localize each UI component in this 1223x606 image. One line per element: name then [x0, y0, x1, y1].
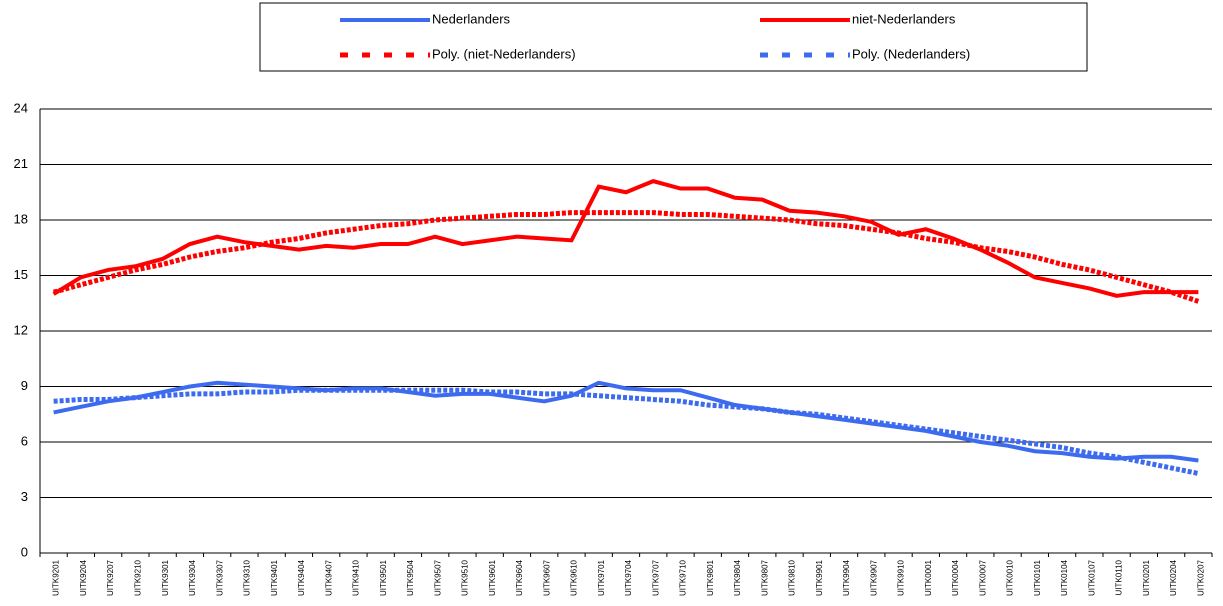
x-tick-label: UITK9407 [324, 559, 333, 596]
x-tick-label: UITK0001 [924, 559, 933, 596]
x-tick-label: UITK9901 [815, 559, 824, 596]
x-tick-label: UITK9501 [379, 559, 388, 596]
x-tick-label: UITK9910 [897, 559, 906, 596]
y-tick-label: 9 [21, 378, 28, 393]
y-tick-label: 3 [21, 489, 28, 504]
x-tick-label: UITK9801 [706, 559, 715, 596]
x-tick-label: UITK0010 [1006, 559, 1015, 596]
x-tick-label: UITK0107 [1087, 559, 1096, 596]
data-line [52, 179, 1199, 298]
x-tick-label: UITK9907 [869, 559, 878, 596]
x-tick-label: UITK9704 [624, 559, 633, 596]
y-tick-label: 0 [21, 544, 28, 559]
x-tick-label: UITK0207 [1196, 559, 1205, 596]
x-tick-label: UITK0004 [951, 559, 960, 596]
legend-label: Poly. (niet-Nederlanders) [432, 46, 576, 61]
x-tick-label: UITK9904 [842, 559, 851, 596]
x-tick-label: UITK9410 [352, 559, 361, 596]
x-tick-label: UITK0110 [1115, 559, 1124, 595]
x-tick-label: UITK9807 [760, 559, 769, 596]
y-tick-label: 21 [14, 156, 28, 171]
x-tick-label: UITK9404 [297, 559, 306, 596]
x-tick-label: UITK9610 [570, 559, 579, 596]
x-tick-label: UITK9810 [788, 559, 797, 596]
x-tick-label: UITK9707 [651, 559, 660, 596]
legend-label: Nederlanders [432, 11, 511, 26]
x-tick-label: UITK0007 [978, 559, 987, 596]
x-tick-label: UITK9310 [243, 559, 252, 596]
trend-line [53, 387, 1199, 476]
y-tick-label: 6 [21, 433, 28, 448]
y-tick-label: 15 [14, 267, 28, 282]
x-tick-label: UITK9210 [134, 559, 143, 596]
data-line [53, 380, 1199, 463]
x-tick-label: UITK9710 [679, 559, 688, 596]
y-tick-label: 12 [14, 322, 28, 337]
x-tick-label: UITK9201 [52, 559, 61, 596]
x-tick-label: UITK9304 [188, 559, 197, 596]
x-tick-label: UITK9204 [79, 559, 88, 596]
x-tick-label: UITK9401 [270, 559, 279, 596]
x-tick-label: UITK9301 [161, 559, 170, 596]
x-tick-label: UITK9601 [488, 559, 497, 596]
x-tick-label: UITK9507 [433, 559, 442, 596]
legend-box [259, 2, 1088, 72]
legend-label: niet-Nederlanders [852, 11, 956, 26]
x-tick-label: UITK9504 [406, 559, 415, 596]
x-tick-label: UITK9207 [106, 559, 115, 596]
x-tick-label: UITK0201 [1142, 559, 1151, 596]
y-tick-label: 24 [14, 100, 28, 115]
x-tick-label: UITK9510 [461, 559, 470, 596]
x-tick-label: UITK0204 [1169, 559, 1178, 596]
x-tick-label: UITK9604 [515, 559, 524, 596]
x-tick-label: UITK9701 [597, 559, 606, 596]
x-tick-label: UITK0101 [1033, 559, 1042, 596]
x-tick-label: UITK9307 [215, 559, 224, 596]
trend-line [52, 210, 1200, 304]
y-tick-label: 18 [14, 211, 28, 226]
x-tick-label: UITK9607 [542, 559, 551, 596]
x-tick-label: UITK9804 [733, 559, 742, 596]
legend-label: Poly. (Nederlanders) [852, 46, 970, 61]
x-tick-label: UITK0104 [1060, 559, 1069, 596]
